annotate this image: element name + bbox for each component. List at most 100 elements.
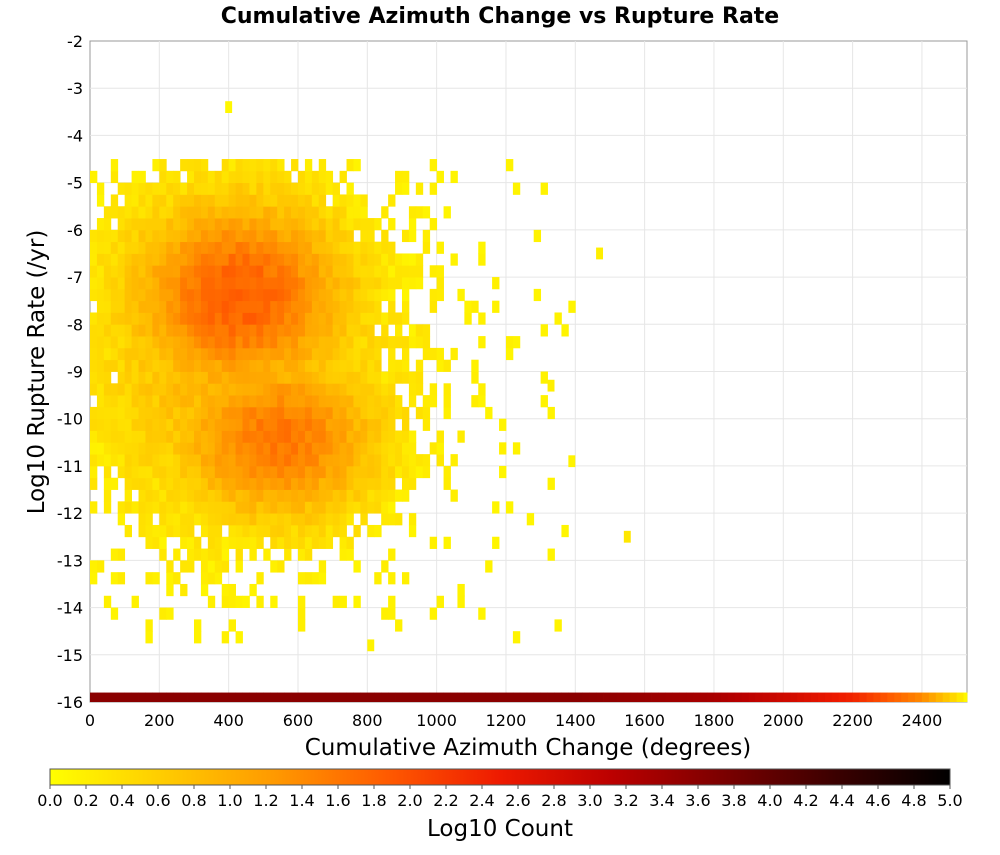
- heatmap-cell: [187, 312, 195, 325]
- heatmap-cell: [124, 182, 132, 195]
- heatmap-cell: [318, 501, 327, 514]
- heatmap-cell: [242, 501, 250, 514]
- colorbar-tick-label: 3.0: [577, 791, 602, 810]
- heatmap-cell: [422, 395, 431, 408]
- heatmap-cell: [103, 418, 112, 431]
- heatmap-cell: [270, 442, 278, 455]
- heatmap-cell: [318, 241, 327, 254]
- heatmap-cell: [346, 359, 354, 372]
- heatmap-cell: [318, 218, 327, 231]
- heatmap-cell: [131, 312, 139, 325]
- heatmap-cell: [145, 324, 153, 337]
- heatmap-cell: [152, 501, 160, 514]
- heatmap-cell: [159, 265, 167, 278]
- heatmap-cell: [429, 288, 438, 302]
- heatmap-cell: [277, 206, 285, 219]
- heatmap-cell: [284, 312, 292, 325]
- heatmap-cell: [193, 406, 202, 420]
- chart-title: Cumulative Azimuth Change vs Rupture Rat…: [221, 4, 779, 29]
- heatmap-cell: [346, 347, 354, 361]
- heatmap-cell: [332, 218, 340, 231]
- heatmap-cell: [152, 430, 160, 443]
- heatmap-cell: [339, 489, 347, 502]
- heatmap-cell: [367, 312, 375, 325]
- heatmap-cell: [110, 477, 119, 490]
- heatmap-cell: [200, 406, 209, 420]
- heatmap-cell: [277, 489, 285, 502]
- heatmap-cell: [180, 359, 188, 372]
- heatmap-cell: [270, 347, 278, 361]
- heatmap-cell: [374, 430, 382, 443]
- heatmap-cell: [388, 395, 396, 408]
- heatmap-cell: [173, 513, 181, 526]
- heatmap-cell: [263, 489, 271, 502]
- heatmap-cell: [187, 371, 195, 384]
- heatmap-cell: [193, 418, 202, 431]
- heatmap-cell: [533, 288, 542, 302]
- heatmap-cell: [221, 241, 230, 254]
- heatmap-cell: [110, 572, 119, 585]
- colorbar-tick-label: 2.8: [541, 791, 566, 810]
- heatmap-cell: [304, 501, 313, 514]
- heatmap-cell: [256, 347, 264, 361]
- heatmap-cell: [90, 288, 98, 302]
- heatmap-cell: [304, 265, 313, 278]
- heatmap-cell: [325, 265, 334, 278]
- heatmap-cell: [339, 253, 347, 266]
- heatmap-cell: [193, 548, 202, 561]
- heatmap-cell: [388, 265, 396, 278]
- heatmap-cell: [339, 218, 347, 231]
- heatmap-cell: [173, 300, 181, 313]
- heatmap-cell: [103, 288, 112, 302]
- heatmap-cell: [367, 418, 375, 431]
- colorbar-ticks: 0.0 0.2 0.4 0.6 0.8 1.0 1.2 1.4 1.6 1.8 2.0 2.2 2.4 2…: [37, 785, 963, 810]
- heatmap-cell: [249, 513, 257, 526]
- heatmap-cell: [311, 182, 320, 195]
- heatmap-cell: [117, 300, 126, 313]
- heatmap-cell: [297, 548, 306, 561]
- heatmap-cell: [339, 300, 347, 313]
- heatmap-cell: [193, 324, 202, 337]
- heatmap-cell: [339, 524, 347, 538]
- bottom-row-cell: [603, 692, 611, 702]
- heatmap-cell: [256, 170, 264, 184]
- heatmap-cell: [131, 336, 139, 349]
- bottom-row-cell: [693, 692, 701, 702]
- heatmap-cell: [249, 265, 257, 278]
- heatmap-cell: [415, 206, 424, 219]
- heatmap-cell: [374, 288, 382, 302]
- heatmap-cell: [103, 395, 112, 408]
- heatmap-cell: [152, 277, 160, 290]
- heatmap-cell: [297, 371, 306, 384]
- heatmap-cell: [90, 170, 98, 184]
- heatmap-cell: [124, 395, 132, 408]
- heatmap-cell: [263, 288, 271, 302]
- heatmap-cell: [249, 524, 257, 538]
- heatmap-cell: [346, 218, 354, 231]
- heatmap-cell: [103, 253, 112, 266]
- heatmap-cell: [152, 418, 160, 431]
- bottom-row-cell: [332, 692, 340, 702]
- heatmap-cell: [187, 229, 195, 243]
- heatmap-cell: [346, 536, 354, 549]
- heatmap-cell: [138, 277, 146, 290]
- heatmap-cell: [284, 430, 292, 443]
- heatmap-cell: [374, 383, 382, 396]
- heatmap-cell: [256, 324, 264, 337]
- heatmap-cell: [415, 383, 424, 396]
- heatmap-cell: [214, 218, 223, 231]
- heatmap-cell: [228, 454, 236, 467]
- heatmap-cell: [187, 536, 195, 549]
- heatmap-cell: [173, 359, 181, 372]
- heatmap-cell: [263, 336, 271, 349]
- heatmap-cell: [159, 418, 167, 431]
- heatmap-cell: [318, 477, 327, 490]
- heatmap-cell: [478, 253, 486, 266]
- bottom-row-cell: [811, 692, 819, 702]
- heatmap-cell: [117, 288, 126, 302]
- heatmap-cell: [166, 218, 174, 231]
- heatmap-cell: [138, 347, 146, 361]
- heatmap-cell: [96, 359, 105, 372]
- heatmap-cell: [297, 383, 306, 396]
- heatmap-cell: [478, 395, 486, 408]
